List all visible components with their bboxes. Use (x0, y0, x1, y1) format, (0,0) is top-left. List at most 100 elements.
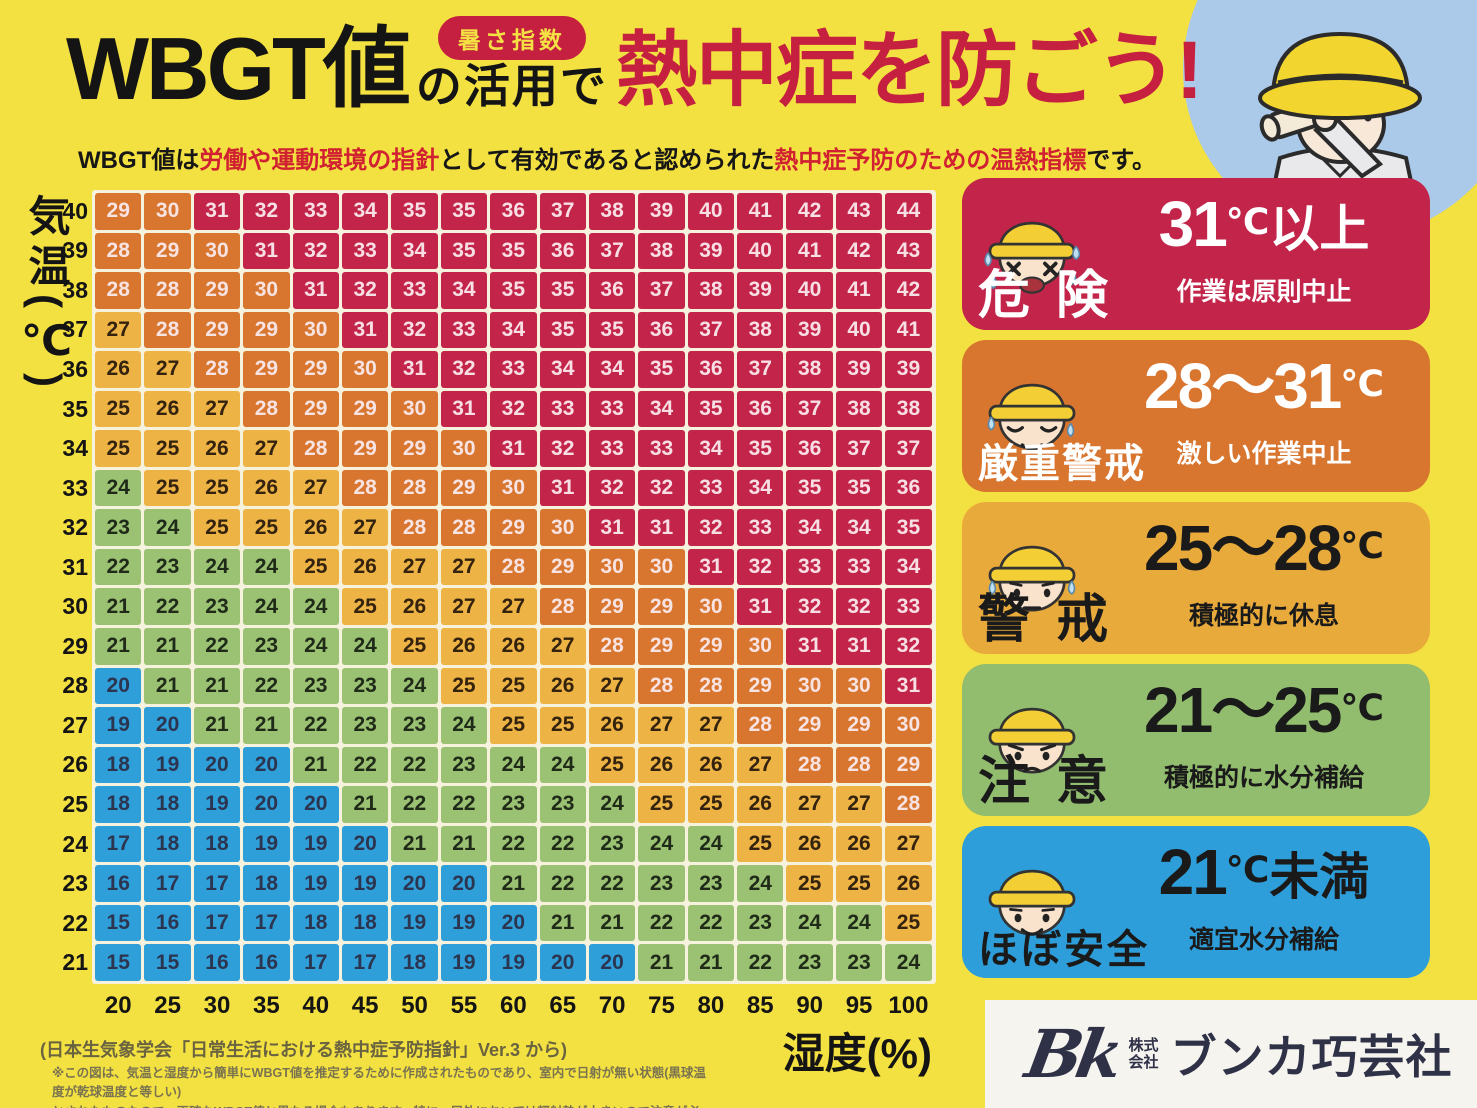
wbgt-cell: 25 (391, 628, 438, 665)
wbgt-cell: 33 (786, 548, 833, 586)
wbgt-cell: 25 (588, 746, 636, 784)
wbgt-cell: 38 (638, 232, 685, 270)
wbgt-cell: 21 (440, 825, 488, 863)
wbgt-cell: 23 (193, 588, 241, 626)
level-range-suffix: 以上 (1269, 201, 1370, 257)
wbgt-cell: 38 (737, 311, 784, 349)
wbgt-cell: 26 (490, 628, 537, 665)
wbgt-cell: 31 (835, 628, 883, 665)
wbgt-cell: 34 (490, 311, 537, 349)
wbgt-cell: 35 (539, 311, 586, 349)
wbgt-cell: 28 (786, 746, 833, 784)
level-range: 21〜25℃ (1110, 678, 1418, 742)
wbgt-cell: 43 (835, 193, 883, 230)
wbgt-cell: 24 (687, 825, 735, 863)
wbgt-cell: 21 (539, 904, 586, 942)
page-title: WBGT値 暑さ指数 の活用で 熱中症を防ごう! (66, 16, 1203, 112)
wbgt-cell: 26 (144, 390, 191, 428)
wbgt-cell: 24 (243, 548, 290, 586)
wbgt-cell: 28 (95, 272, 142, 309)
wbgt-cell: 38 (835, 390, 883, 428)
temperature-row-label: 32 (62, 514, 88, 541)
wbgt-cell: 23 (341, 707, 389, 744)
temperature-row-label: 27 (62, 711, 88, 738)
wbgt-cell: 39 (835, 351, 883, 388)
wbgt-cell: 37 (835, 430, 883, 467)
wbgt-cell: 33 (638, 430, 685, 467)
humidity-col-label: 50 (401, 991, 428, 1019)
wbgt-cell: 30 (341, 351, 389, 388)
company-logo-card: Bk 株式 会社 ブンカ巧芸社 (985, 1000, 1477, 1108)
wbgt-cell: 29 (292, 351, 339, 388)
wbgt-cell: 32 (292, 232, 339, 270)
wbgt-cell: 29 (292, 390, 339, 428)
level-card-severe-warning: 厳重警戒 28〜31℃ 激しい作業中止 (962, 340, 1430, 492)
wbgt-cell: 27 (95, 311, 142, 349)
wbgt-cell: 22 (144, 588, 191, 626)
wbgt-cell: 19 (292, 825, 339, 863)
wbgt-cell: 25 (144, 430, 191, 467)
wbgt-cell: 28 (737, 707, 784, 744)
wbgt-cell: 23 (835, 944, 883, 981)
wbgt-cell: 32 (687, 509, 735, 546)
wbgt-cell: 34 (885, 548, 932, 586)
wbgt-cell: 31 (687, 548, 735, 586)
wbgt-cell: 38 (885, 390, 932, 428)
temperature-row-label: 37 (62, 316, 88, 343)
wbgt-cell: 34 (440, 272, 488, 309)
temperature-row-label: 35 (62, 395, 88, 422)
wbgt-cell: 18 (193, 825, 241, 863)
wbgt-cell: 31 (193, 193, 241, 230)
wbgt-cell: 29 (391, 430, 438, 467)
humidity-col-label: 100 (888, 991, 929, 1019)
level-card-danger: 危険 31℃以上 作業は原則中止 (962, 178, 1430, 330)
wbgt-cell: 39 (638, 193, 685, 230)
wbgt-cell: 42 (786, 193, 833, 230)
wbgt-cell: 28 (144, 311, 191, 349)
wbgt-cell: 28 (391, 469, 438, 507)
wbgt-cell: 34 (786, 509, 833, 546)
wbgt-cell: 20 (95, 667, 142, 705)
wbgt-cell: 31 (588, 509, 636, 546)
wbgt-cell: 22 (341, 746, 389, 784)
wbgt-cell: 24 (885, 944, 932, 981)
wbgt-cell: 24 (95, 469, 142, 507)
caution-face-icon (988, 707, 1076, 774)
wbgt-cell: 35 (440, 193, 488, 230)
wbgt-cell: 25 (95, 390, 142, 428)
wbgt-cell: 25 (144, 469, 191, 507)
wbgt-cell: 28 (638, 667, 685, 705)
level-instruction: 作業は原則中止 (1176, 278, 1352, 306)
wbgt-cell: 21 (391, 825, 438, 863)
temperature-row-label: 36 (62, 355, 88, 382)
wbgt-cell: 22 (638, 904, 685, 942)
wbgt-cell: 25 (539, 707, 586, 744)
wbgt-cell: 18 (243, 865, 290, 902)
wbgt-cell: 24 (490, 746, 537, 784)
wbgt-cell: 29 (786, 707, 833, 744)
wbgt-cell: 20 (292, 786, 339, 823)
wbgt-cell: 22 (539, 825, 586, 863)
wbgt-cell: 35 (440, 232, 488, 270)
temperature-row-label: 28 (62, 672, 88, 699)
level-range: 28〜31℃ (1110, 354, 1418, 418)
wbgt-cell: 30 (588, 548, 636, 586)
wbgt-cell: 26 (341, 548, 389, 586)
wbgt-cell: 25 (786, 865, 833, 902)
wbgt-cell: 30 (440, 430, 488, 467)
temperature-row-label: 22 (62, 909, 88, 936)
wbgt-cell: 19 (292, 865, 339, 902)
wbgt-cell: 32 (588, 469, 636, 507)
wbgt-cell: 25 (490, 667, 537, 705)
wbgt-cell: 34 (341, 193, 389, 230)
humidity-col-label: 45 (351, 991, 379, 1019)
wbgt-cell: 29 (885, 746, 932, 784)
level-label: ほぼ安全 (978, 928, 1150, 972)
wbgt-cell: 24 (588, 786, 636, 823)
wbgt-cell: 28 (539, 588, 586, 626)
level-label: 警戒 (978, 591, 1135, 649)
wbgt-cell: 27 (243, 430, 290, 467)
wbgt-cell: 19 (243, 825, 290, 863)
wbgt-cell: 16 (243, 944, 290, 981)
company-type-label: 株式 会社 (1129, 1037, 1159, 1072)
